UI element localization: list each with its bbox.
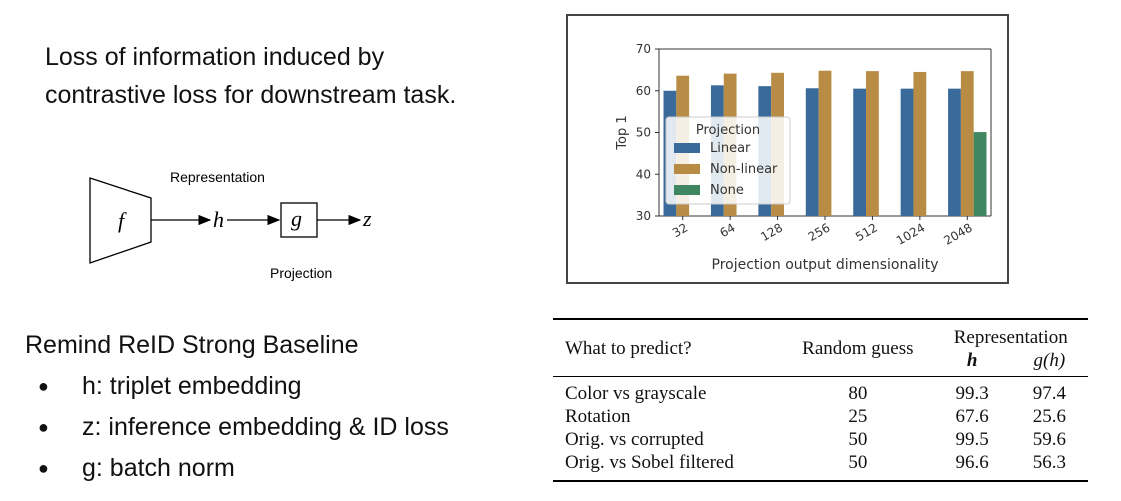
cell-task: Rotation: [565, 406, 631, 427]
bar-none: [973, 132, 987, 216]
col-header-random: Random guess: [782, 318, 934, 377]
bar-linear: [948, 88, 961, 216]
projection-label: Projection: [270, 265, 332, 281]
col-header-h: h: [933, 349, 1011, 377]
cell-random: 25: [848, 406, 868, 427]
col-header-representation: Representation: [933, 318, 1088, 349]
bar-linear: [853, 88, 867, 216]
cell-random: 50: [782, 451, 934, 482]
bar-non-linear: [960, 71, 974, 216]
table-row: Rotation 25 67.6 25.6: [553, 405, 1088, 428]
y-tick-label: 60: [636, 84, 651, 98]
cell-random: 50: [848, 429, 868, 450]
x-tick-label: 128: [758, 220, 785, 244]
y-tick-label: 70: [636, 42, 651, 56]
chart-frame: 30 40 50 60 70 Top 1 32 64 128 256 512 1024 2048 Proj…: [566, 14, 1009, 284]
x-tick-label: 256: [806, 220, 833, 244]
table-row: Orig. vs Sobel filtered 50 96.6 56.3: [553, 451, 1088, 482]
cell-gh: 25.6: [1032, 406, 1066, 427]
bar-non-linear: [866, 71, 879, 216]
intro-line-1: Loss of information induced by: [45, 43, 385, 71]
bar-non-linear: [818, 70, 832, 217]
encoder-f-shape: [89, 177, 152, 264]
y-tick-label: 30: [636, 209, 651, 223]
cell-gh: 59.6: [1032, 429, 1066, 450]
x-tick-label: 64: [717, 220, 737, 240]
h-label: h: [213, 207, 224, 232]
legend-swatch: [674, 143, 700, 153]
remind-title: Remind ReID Strong Baseline: [25, 331, 359, 359]
y-tick-label: 40: [636, 167, 651, 181]
legend-swatch: [674, 164, 700, 174]
x-tick-label: 32: [670, 220, 690, 240]
cell-h: 67.6: [955, 406, 989, 427]
bar-linear: [900, 88, 914, 216]
legend-swatch: [674, 185, 700, 195]
cell-task: Color vs grayscale: [565, 383, 707, 404]
x-tick-label: 2048: [941, 220, 974, 247]
cell-h: 96.6: [933, 451, 1011, 482]
cell-random: 80: [848, 383, 868, 404]
bar-non-linear: [913, 71, 927, 217]
cell-h: 99.5: [955, 429, 989, 450]
list-item: g: batch norm: [25, 448, 449, 489]
table-row: Color vs grayscale 80 99.3 97.4: [553, 377, 1088, 406]
projection-diagram: Representation f h g z Projection: [89, 169, 372, 281]
intro-line-2: contrastive loss for downstream task.: [45, 81, 457, 109]
legend-box: [665, 116, 791, 205]
list-item: z: inference embedding & ID loss: [25, 407, 449, 448]
legend-entry: Non-linear: [710, 162, 778, 177]
legend-entry: Linear: [710, 141, 751, 156]
y-tick-label: 50: [636, 126, 651, 140]
intro-text: Loss of information induced by contrasti…: [45, 38, 456, 114]
bar-linear: [805, 88, 819, 216]
remind-list: h: triplet embedding z: inference embedd…: [25, 366, 449, 489]
x-tick-label: 1024: [894, 220, 927, 247]
z-label: z: [362, 206, 372, 231]
representation-label: Representation: [170, 169, 265, 185]
cell-gh: 56.3: [1010, 451, 1088, 482]
table-row: Orig. vs corrupted 50 99.5 59.6: [553, 428, 1088, 451]
prediction-table: What to predict? Random guess Representa…: [553, 318, 1088, 482]
projection-g-label: g: [291, 206, 302, 231]
cell-h: 99.3: [955, 383, 989, 404]
cell-task: Orig. vs Sobel filtered: [553, 451, 783, 482]
col-header-gh: g(h): [1010, 349, 1088, 377]
x-axis-label: Projection output dimensionality: [712, 257, 939, 273]
x-tick-label: 512: [853, 220, 880, 244]
remind-section: Remind ReID Strong Baseline h: triplet e…: [25, 325, 449, 489]
cell-gh: 97.4: [1032, 383, 1066, 404]
legend-entry: None: [710, 183, 744, 198]
encoder-f-label: f: [118, 208, 127, 233]
list-item: h: triplet embedding: [25, 366, 449, 407]
cell-task: Orig. vs corrupted: [565, 429, 704, 450]
col-header-what: What to predict?: [553, 318, 783, 377]
y-axis-label: Top 1: [615, 115, 630, 150]
legend-title: Projection: [696, 123, 760, 138]
